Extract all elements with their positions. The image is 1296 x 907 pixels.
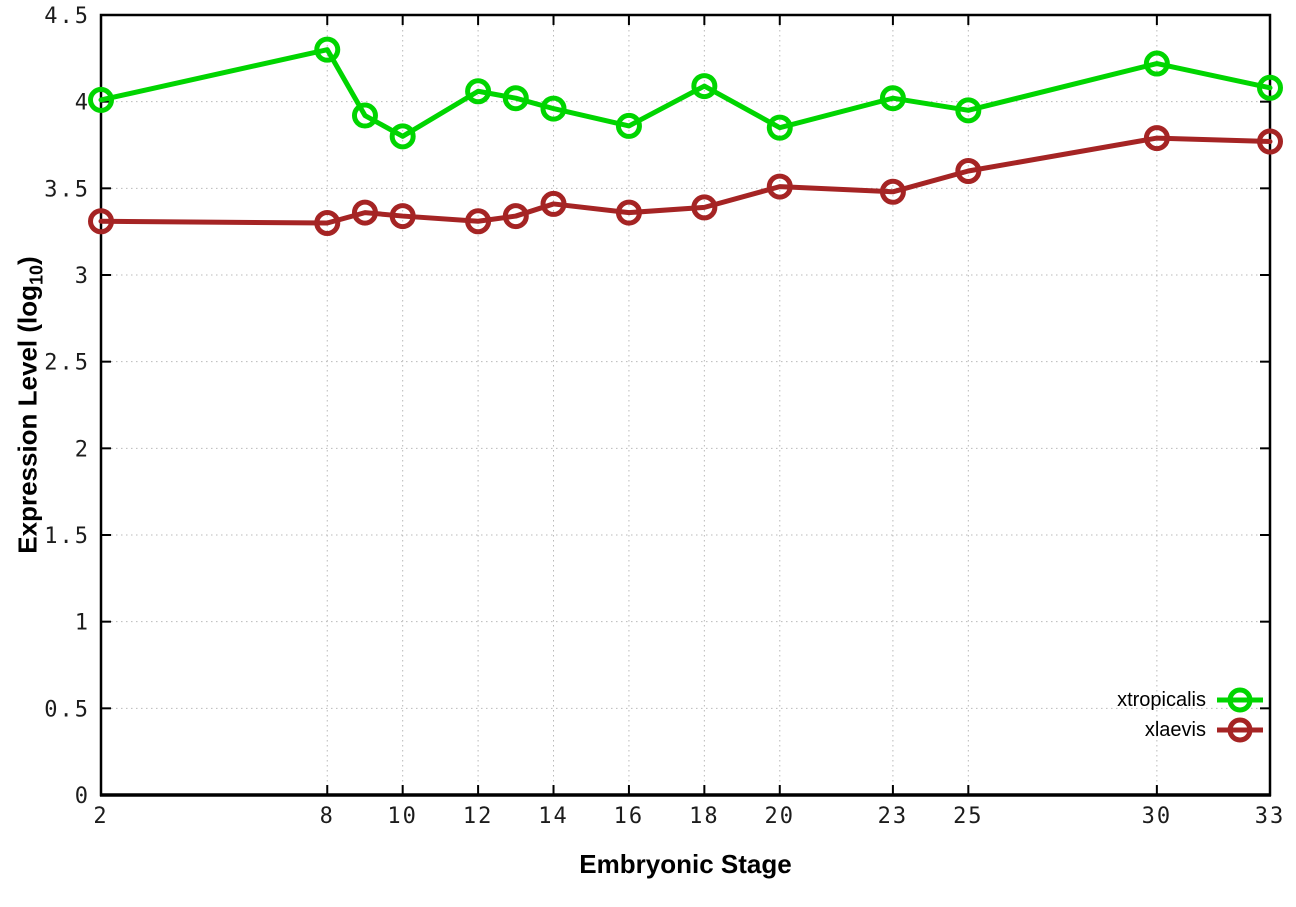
series-line-xtropicalis <box>98 47 1273 139</box>
x-tick-label: 10 <box>387 804 418 829</box>
y-axis-title-subscript: 10 <box>26 264 47 285</box>
y-axis-title: Expression Level (log10) <box>12 256 47 554</box>
x-tick-label: 30 <box>1142 804 1173 829</box>
legend-item-xlaevis: xlaevis <box>1145 715 1264 745</box>
data-point-xtropicalis <box>502 85 529 112</box>
data-point-xtropicalis <box>615 112 642 139</box>
data-point-xlaevis <box>1257 128 1283 155</box>
y-tick-label: 3.5 <box>44 177 90 202</box>
y-tick-label: 4 <box>75 91 90 116</box>
y-tick-label: 1 <box>75 611 90 636</box>
data-point-xtropicalis <box>465 78 492 105</box>
x-tick-label: 16 <box>614 804 645 829</box>
data-point-xtropicalis <box>351 102 378 129</box>
x-tick-label: 14 <box>538 804 569 829</box>
data-point-xlaevis <box>88 208 114 235</box>
data-point-xlaevis <box>502 203 529 230</box>
y-tick-label: 1.5 <box>44 524 90 549</box>
y-tick-label: 4.5 <box>44 4 90 29</box>
data-point-xlaevis <box>314 210 341 236</box>
plot-border <box>99 13 1272 797</box>
x-tick-label: 20 <box>765 804 796 829</box>
data-point-xlaevis <box>389 203 416 230</box>
data-point-xtropicalis <box>1143 50 1170 77</box>
x-tick-label: 23 <box>878 804 909 829</box>
legend-line-marker-icon <box>1217 717 1263 743</box>
series-line-xlaevis <box>98 135 1273 226</box>
y-tick-label: 0.5 <box>44 697 90 722</box>
legend-line-marker-icon <box>1217 687 1263 713</box>
data-point-xlaevis <box>351 199 378 226</box>
data-point-xlaevis <box>1143 125 1170 152</box>
data-point-xlaevis <box>465 208 492 235</box>
data-point-xlaevis <box>615 199 642 226</box>
x-tick-label: 18 <box>689 804 720 829</box>
data-point-xtropicalis <box>879 85 906 112</box>
x-axis-title: Embryonic Stage <box>579 849 792 879</box>
data-point-xlaevis <box>766 173 793 200</box>
data-point-xtropicalis <box>540 95 567 122</box>
x-tick-label: 25 <box>953 804 984 829</box>
y-tick-label: 2 <box>75 437 90 462</box>
data-point-xtropicalis <box>766 114 793 141</box>
legend-label-xlaevis: xlaevis <box>1144 718 1206 741</box>
data-point-xtropicalis <box>314 36 341 63</box>
data-point-xlaevis <box>691 194 718 221</box>
legend-item-xtropicalis: xtropicalis <box>1117 685 1264 715</box>
data-point-xtropicalis <box>1257 74 1283 101</box>
x-tick-label: 8 <box>320 804 335 829</box>
data-point-xlaevis <box>955 158 982 184</box>
data-point-xlaevis <box>879 178 906 205</box>
data-point-xtropicalis <box>691 73 718 100</box>
data-point-xtropicalis <box>389 123 416 150</box>
data-point-xtropicalis <box>955 97 982 124</box>
data-point-xtropicalis <box>88 86 114 113</box>
data-point-xlaevis <box>540 190 567 217</box>
legend: xtropicalis xlaevis <box>1117 685 1264 745</box>
x-tick-label: 12 <box>463 804 494 829</box>
legend-label-xtropicalis: xtropicalis <box>1117 688 1206 711</box>
y-tick-label: 2.5 <box>44 351 90 376</box>
y-tick-label: 3 <box>75 264 90 289</box>
y-tick-label: 0 <box>75 784 90 809</box>
x-tick-label: 2 <box>93 804 108 829</box>
x-tick-label: 33 <box>1255 804 1286 829</box>
